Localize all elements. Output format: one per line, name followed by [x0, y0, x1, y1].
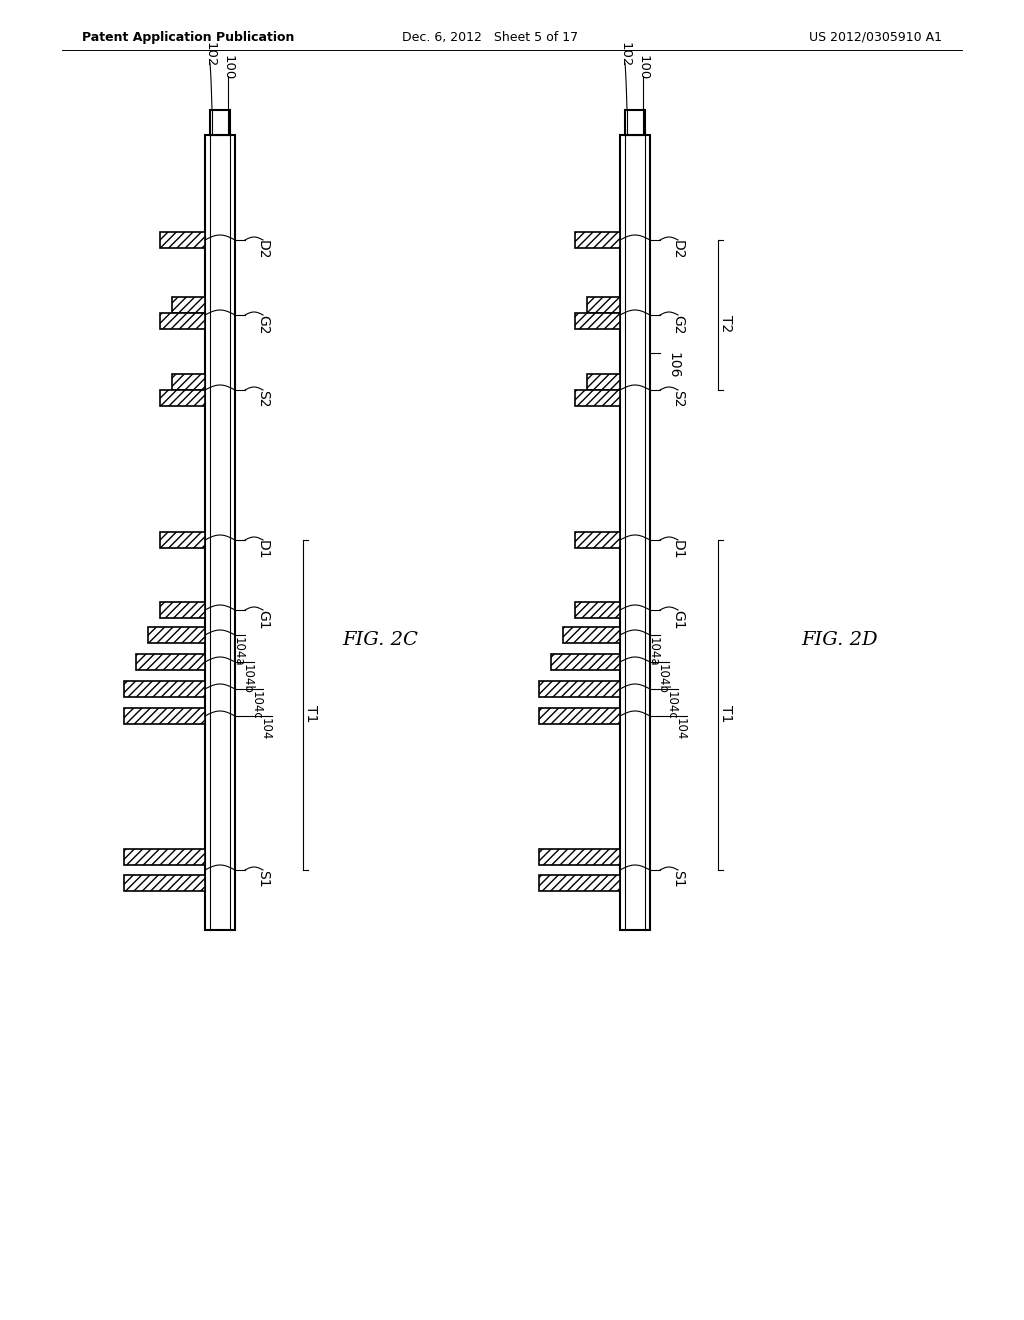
Bar	[205, 135, 234, 931]
Bar	[539, 708, 620, 723]
Text: FIG. 2D: FIG. 2D	[802, 631, 879, 649]
Text: G2: G2	[671, 315, 685, 334]
Bar	[563, 627, 620, 643]
Bar	[587, 374, 620, 389]
Text: Patent Application Publication: Patent Application Publication	[82, 30, 294, 44]
Bar	[210, 110, 230, 135]
Bar	[575, 532, 620, 548]
Bar	[575, 232, 620, 248]
Text: T1: T1	[304, 705, 318, 722]
Bar	[160, 313, 205, 329]
Text: S1: S1	[256, 870, 270, 887]
Text: G2: G2	[256, 315, 270, 334]
Bar	[124, 875, 205, 891]
Text: 106: 106	[666, 352, 680, 379]
Bar	[575, 389, 620, 407]
Bar	[160, 602, 205, 618]
Text: D2: D2	[256, 240, 270, 260]
Text: 104c: 104c	[250, 690, 263, 719]
Bar	[124, 681, 205, 697]
Bar	[539, 849, 620, 865]
Text: FIG. 2C: FIG. 2C	[342, 631, 418, 649]
Bar	[148, 627, 205, 643]
Text: Dec. 6, 2012   Sheet 5 of 17: Dec. 6, 2012 Sheet 5 of 17	[402, 30, 579, 44]
Text: 104: 104	[259, 718, 272, 741]
Text: 102: 102	[618, 42, 632, 67]
Text: D2: D2	[671, 240, 685, 260]
Text: US 2012/0305910 A1: US 2012/0305910 A1	[809, 30, 942, 44]
Text: 102: 102	[204, 42, 216, 67]
Bar	[136, 653, 205, 671]
Bar	[620, 135, 650, 931]
Bar	[575, 602, 620, 618]
Bar	[539, 875, 620, 891]
Bar	[160, 232, 205, 248]
Text: D1: D1	[671, 540, 685, 560]
Bar	[625, 110, 645, 135]
Text: 104: 104	[674, 718, 687, 741]
Text: S2: S2	[671, 389, 685, 408]
Text: S1: S1	[671, 870, 685, 887]
Text: 100: 100	[637, 55, 649, 81]
Text: 104b: 104b	[656, 664, 669, 694]
Text: T2: T2	[719, 315, 733, 333]
Bar	[160, 389, 205, 407]
Text: 104a: 104a	[647, 638, 660, 667]
Bar	[587, 297, 620, 313]
Bar	[124, 708, 205, 723]
Text: 104a: 104a	[232, 638, 245, 667]
Text: D1: D1	[256, 540, 270, 560]
Bar	[539, 681, 620, 697]
Bar	[160, 532, 205, 548]
Text: 104b: 104b	[241, 664, 254, 694]
Text: T1: T1	[719, 705, 733, 722]
Bar	[172, 374, 205, 389]
Bar	[124, 849, 205, 865]
Text: G1: G1	[671, 610, 685, 630]
Bar	[172, 297, 205, 313]
Text: G1: G1	[256, 610, 270, 630]
Bar	[551, 653, 620, 671]
Text: S2: S2	[256, 389, 270, 408]
Text: 100: 100	[221, 55, 234, 81]
Text: 104c: 104c	[665, 690, 678, 719]
Bar	[575, 313, 620, 329]
